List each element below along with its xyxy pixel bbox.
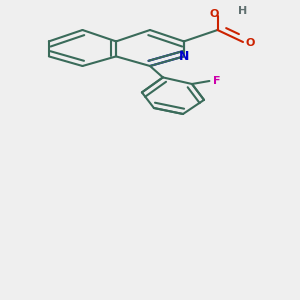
Text: H: H <box>238 6 247 16</box>
Text: O: O <box>209 9 219 19</box>
Text: O: O <box>246 38 255 49</box>
Text: N: N <box>179 50 189 63</box>
Text: F: F <box>213 76 221 86</box>
